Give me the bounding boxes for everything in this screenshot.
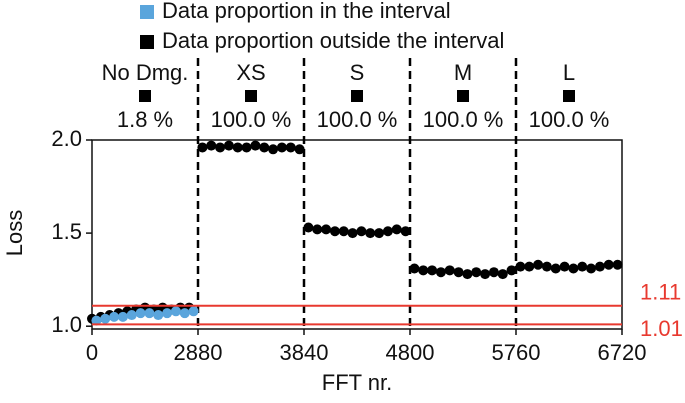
data-point — [109, 311, 120, 322]
x-tick-label: 0 — [86, 340, 98, 365]
data-point — [285, 142, 296, 153]
data-point — [409, 263, 420, 274]
x-tick-label: 4800 — [386, 340, 435, 365]
data-point — [577, 261, 588, 272]
data-point — [232, 142, 243, 153]
data-point — [329, 226, 340, 237]
data-point — [91, 315, 102, 326]
x-tick-label: 6720 — [598, 340, 647, 365]
data-point — [391, 224, 402, 235]
data-point — [206, 140, 217, 151]
y-tick-label: 2.0 — [51, 126, 82, 151]
data-point — [586, 263, 597, 274]
data-point — [400, 226, 411, 237]
interval-marker — [245, 90, 257, 102]
data-point — [462, 269, 473, 280]
data-point — [100, 313, 111, 324]
interval-proportion: 100.0 % — [529, 107, 610, 132]
data-point — [135, 308, 146, 319]
data-point — [427, 265, 438, 276]
interval-name: L — [563, 60, 575, 85]
data-point — [276, 142, 287, 153]
data-point — [524, 261, 535, 272]
data-point — [312, 224, 323, 235]
data-point — [568, 263, 579, 274]
data-point — [294, 144, 305, 155]
data-point — [303, 222, 314, 233]
interval-marker — [351, 90, 363, 102]
data-point — [603, 259, 614, 270]
data-point — [144, 308, 155, 319]
legend-label: Data proportion in the interval — [162, 0, 451, 23]
data-point — [153, 310, 164, 321]
threshold-label: 1.01 — [640, 316, 683, 341]
data-point — [550, 263, 561, 274]
data-point — [347, 228, 358, 239]
data-point — [223, 140, 234, 151]
interval-proportion: 100.0 % — [317, 107, 398, 132]
y-axis-title: Loss — [2, 210, 27, 256]
data-point — [338, 226, 349, 237]
data-point — [241, 142, 252, 153]
data-point — [612, 259, 623, 270]
legend-label: Data proportion outside the interval — [162, 28, 504, 53]
data-point — [117, 311, 128, 322]
x-tick-label: 2880 — [174, 340, 223, 365]
data-point — [250, 140, 261, 151]
data-point — [506, 265, 517, 276]
interval-marker — [139, 90, 151, 102]
data-point — [480, 269, 491, 280]
y-tick-label: 1.5 — [51, 219, 82, 244]
interval-proportion: 100.0 % — [211, 107, 292, 132]
data-point — [453, 267, 464, 278]
interval-proportion: 1.8 % — [117, 107, 173, 132]
x-tick-label: 5760 — [492, 340, 541, 365]
data-point — [268, 144, 279, 155]
data-point — [126, 310, 137, 321]
data-point — [559, 261, 570, 272]
data-point — [594, 261, 605, 272]
data-point — [541, 261, 552, 272]
data-point — [471, 267, 482, 278]
interval-name: S — [350, 60, 365, 85]
data-point — [365, 228, 376, 239]
data-point — [188, 306, 199, 317]
data-point — [162, 308, 173, 319]
legend-swatch — [140, 35, 154, 49]
plot-frame — [91, 139, 623, 330]
data-point — [170, 306, 181, 317]
data-point — [444, 265, 455, 276]
data-point — [321, 224, 332, 235]
interval-marker — [457, 90, 469, 102]
interval-name: M — [454, 60, 472, 85]
data-point — [197, 142, 208, 153]
data-point — [418, 265, 429, 276]
data-point — [179, 308, 190, 319]
threshold-label: 1.11 — [640, 280, 681, 305]
data-point — [374, 228, 385, 239]
interval-name: XS — [236, 60, 265, 85]
data-point — [488, 267, 499, 278]
interval-marker — [563, 90, 575, 102]
interval-name: No Dmg. — [102, 60, 189, 85]
data-point — [259, 142, 270, 153]
x-axis-title: FFT nr. — [322, 370, 393, 395]
data-point — [382, 226, 393, 237]
data-point — [515, 261, 526, 272]
data-point — [356, 226, 367, 237]
data-point — [497, 269, 508, 280]
data-point — [215, 142, 226, 153]
data-point — [533, 259, 544, 270]
y-tick-label: 1.0 — [51, 312, 82, 337]
legend-swatch — [140, 5, 154, 19]
interval-proportion: 100.0 % — [423, 107, 504, 132]
x-tick-label: 3840 — [280, 340, 329, 365]
data-point — [435, 267, 446, 278]
